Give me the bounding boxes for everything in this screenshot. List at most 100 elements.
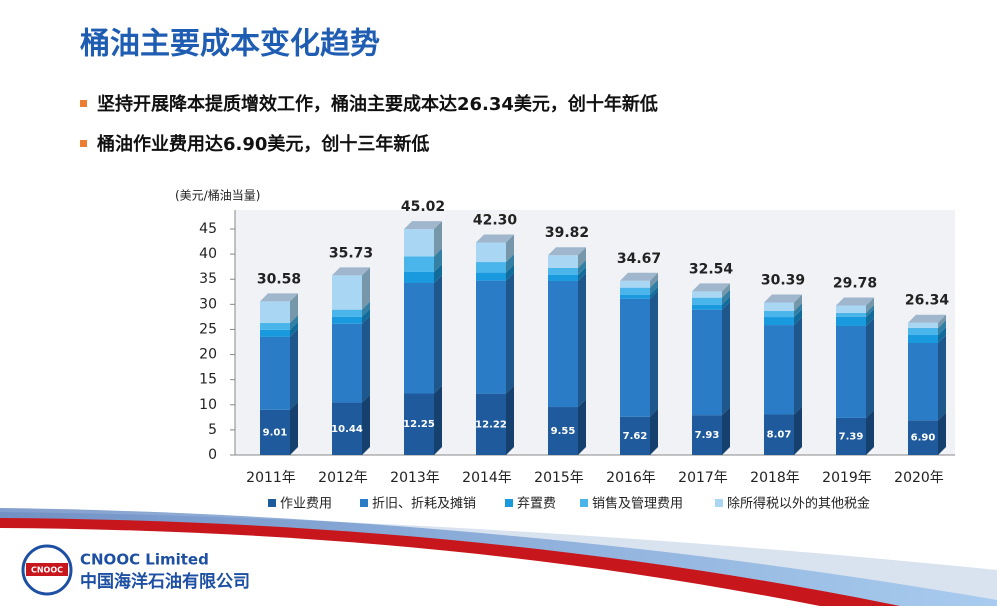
- bar-side: [722, 289, 730, 305]
- bar-side: [506, 254, 514, 273]
- company-cn: 中国海洋石油有限公司: [80, 571, 250, 592]
- bar-segment: [836, 305, 866, 313]
- bar-segment: [692, 297, 722, 305]
- bar-top: [908, 314, 946, 323]
- value-label: 6.90: [911, 433, 936, 444]
- bar-segment: [620, 280, 650, 288]
- y-tick-label: 35: [199, 271, 217, 287]
- value-label: 9.01: [263, 427, 288, 438]
- bar-segment: [692, 309, 722, 416]
- y-tick-label: 20: [199, 347, 217, 363]
- bar-segment: [620, 298, 650, 417]
- y-axis-label: (美元/桶油当量): [175, 188, 260, 203]
- bar-side: [362, 267, 370, 310]
- bar-side: [722, 407, 730, 455]
- bar-side: [506, 234, 514, 263]
- company-en: CNOOC Limited: [80, 551, 209, 569]
- value-label: 9.55: [551, 426, 576, 437]
- bar-segment: [332, 323, 362, 403]
- bar-segment: [404, 229, 434, 257]
- value-label: 7.93: [695, 430, 720, 441]
- bar-side: [506, 385, 514, 455]
- bar-segment: [548, 280, 578, 408]
- logo-text: CNOOC: [31, 566, 63, 575]
- bar-segment: [260, 409, 290, 455]
- legend-swatch: [360, 499, 368, 507]
- bar-segment: [764, 317, 794, 326]
- bar-side: [866, 308, 874, 326]
- bar-side: [506, 272, 514, 394]
- bar-segment: [764, 325, 794, 415]
- bar-side: [434, 248, 442, 272]
- bar-segment: [908, 420, 938, 455]
- legend-label: 作业费用: [280, 497, 332, 512]
- bar-side: [866, 317, 874, 418]
- bar-top: [548, 247, 586, 256]
- bar-segment: [548, 407, 578, 455]
- bar-side: [290, 314, 298, 330]
- x-tick-label: 2012年: [318, 470, 368, 486]
- total-label: 35.73: [329, 246, 373, 262]
- bar-side: [722, 283, 730, 298]
- bar-side: [362, 315, 370, 403]
- bar-side: [434, 385, 442, 455]
- bar-segment: [332, 275, 362, 310]
- bar-segment: [620, 416, 650, 455]
- bar-side: [938, 335, 946, 421]
- bar-side: [506, 264, 514, 281]
- x-tick-label: 2015年: [534, 470, 584, 486]
- bar-side: [434, 221, 442, 257]
- bar-side: [578, 266, 586, 281]
- total-label: 26.34: [905, 293, 950, 309]
- bar-side: [578, 272, 586, 408]
- bar-top: [404, 221, 442, 230]
- bar-side: [578, 259, 586, 275]
- bar-side: [650, 286, 658, 299]
- bar-segment: [332, 316, 362, 324]
- bar-segment: [620, 287, 650, 295]
- legend-swatch: [268, 499, 276, 507]
- bar-segment: [332, 402, 362, 455]
- bar-segment: [908, 327, 938, 335]
- bar-segment: [836, 417, 866, 455]
- bar-segment: [476, 272, 506, 281]
- bar-segment: [332, 309, 362, 317]
- total-label: 29.78: [833, 275, 877, 291]
- bar-side: [938, 412, 946, 455]
- legend-swatch: [505, 499, 513, 507]
- x-tick-label: 2011年: [246, 470, 296, 486]
- legend-swatch: [580, 499, 588, 507]
- y-tick-label: 40: [199, 246, 217, 262]
- total-label: 42.30: [473, 213, 518, 229]
- y-tick-label: 30: [199, 296, 217, 312]
- bar-side: [650, 279, 658, 295]
- bar-side: [794, 406, 802, 455]
- bar-segment: [836, 312, 866, 317]
- value-label: 7.62: [623, 431, 648, 442]
- total-label: 30.39: [761, 272, 805, 288]
- total-label: 30.58: [257, 271, 301, 287]
- bar-side: [290, 401, 298, 455]
- slide-title: 桶油主要成本变化趋势: [80, 27, 380, 62]
- total-label: 32.54: [689, 262, 734, 278]
- x-tick-label: 2016年: [606, 470, 656, 486]
- total-label: 39.82: [545, 225, 589, 241]
- bar-top: [260, 293, 298, 302]
- bar-segment: [908, 334, 938, 344]
- bar-segment: [476, 393, 506, 455]
- bar-segment: [548, 267, 578, 275]
- bar-side: [362, 394, 370, 455]
- x-tick-label: 2020年: [894, 470, 944, 486]
- bar-segment: [476, 280, 506, 394]
- value-label: 7.39: [839, 431, 864, 442]
- x-tick-label: 2014年: [462, 470, 512, 486]
- footer-wave: [0, 528, 820, 606]
- x-tick-label: 2013年: [390, 470, 440, 486]
- bar-side: [866, 409, 874, 455]
- bar-top: [620, 272, 658, 281]
- bar-side: [794, 294, 802, 312]
- bar-side: [578, 247, 586, 268]
- bar-side: [290, 293, 298, 323]
- bar-side: [434, 274, 442, 394]
- bar-side: [866, 297, 874, 313]
